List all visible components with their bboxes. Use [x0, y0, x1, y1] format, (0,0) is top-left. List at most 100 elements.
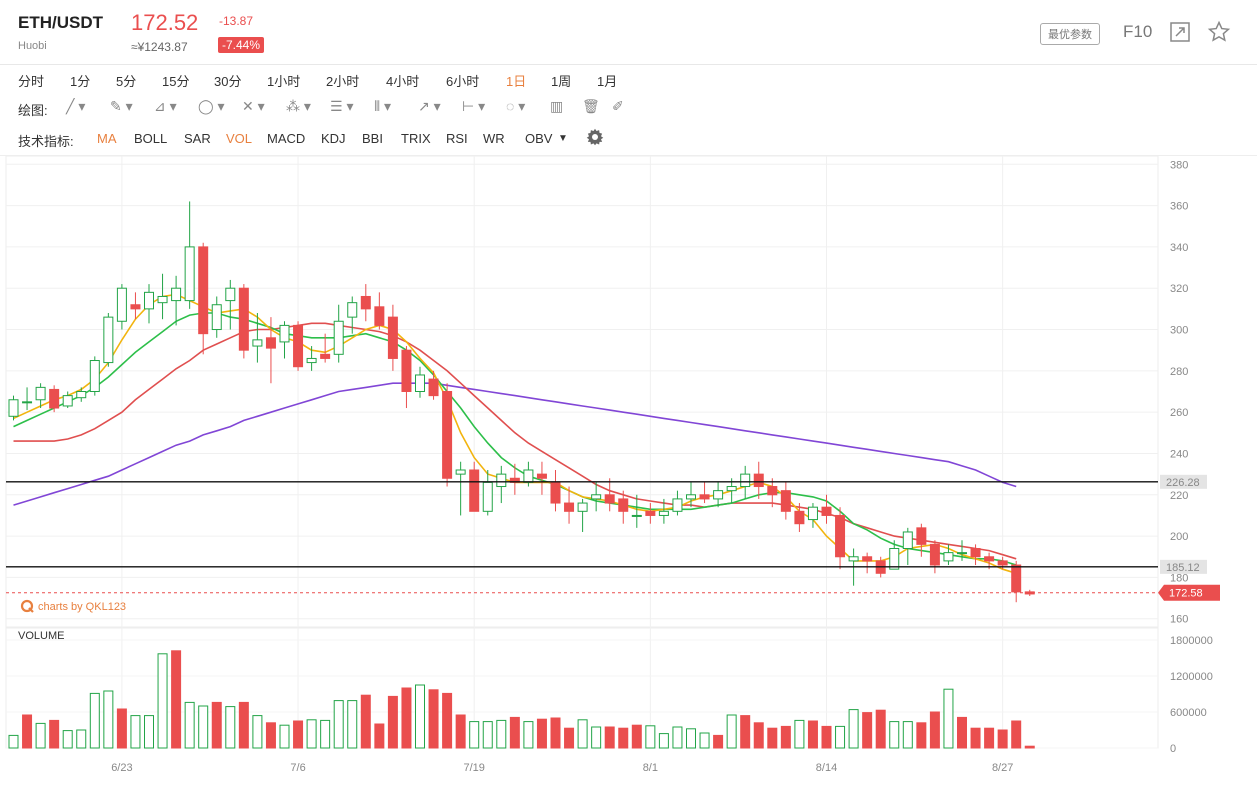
candle-body: [997, 560, 1008, 566]
brand-text: charts by QKL123: [38, 601, 127, 613]
price-tick-label: 300: [1170, 325, 1188, 337]
volume-tick-label: 1800000: [1170, 635, 1213, 647]
drawing-toolbar: 绘图: ╱ ▾ ✎ ▾ ⊿ ▾ ◯ ▾ ✕ ▾ ⁂ ▾ ☰ ▾ ⦀ ▾ ↗ ▾ ⊢ ▾ ◌ ▾ ▥ 🗑 ✐: [0, 98, 1257, 124]
candle: [767, 478, 778, 508]
text-list-tool-icon[interactable]: ☰ ▾: [330, 98, 354, 114]
volume-bar: [144, 715, 154, 749]
indicator-boll[interactable]: BOLL: [134, 131, 168, 146]
fullscreen-icon[interactable]: [1168, 20, 1192, 44]
candle: [591, 482, 602, 512]
circle-tool-icon[interactable]: ◯ ▾: [198, 98, 225, 114]
bars-tool-icon[interactable]: ⦀ ▾: [374, 98, 392, 114]
optimal-params-button[interactable]: 最优参数: [1040, 23, 1100, 45]
candle: [577, 498, 588, 532]
candle-body: [807, 506, 818, 521]
pattern-tool-icon[interactable]: ⁂ ▾: [286, 98, 311, 114]
indicator-macd[interactable]: MACD: [267, 131, 306, 146]
candle: [550, 470, 561, 512]
volume-bar: [713, 734, 724, 749]
triangle-tool-icon[interactable]: ⊿ ▾: [154, 98, 177, 114]
candle-body: [767, 486, 778, 496]
candle-body: [22, 401, 33, 404]
indicator-dropdown-icon[interactable]: ▼: [558, 133, 568, 144]
timeframe-5[interactable]: 1小时: [267, 74, 301, 89]
candle: [455, 461, 466, 516]
date-tick-label: 6/23: [111, 762, 132, 774]
volume-bar: [740, 715, 751, 749]
price-change: -13.87: [219, 14, 254, 28]
timeframe-8[interactable]: 6小时: [446, 74, 480, 89]
candle: [415, 366, 425, 398]
indicator-bbi[interactable]: BBI: [362, 131, 383, 146]
volume-bar: [89, 692, 100, 749]
candle-body: [347, 302, 358, 318]
candle-body: [293, 324, 304, 368]
candle: [835, 507, 846, 570]
volume-bar: [807, 720, 818, 749]
brush-icon[interactable]: ✐: [612, 98, 624, 114]
volume-bar: [62, 730, 73, 749]
pen-tool-icon[interactable]: ✎ ▾: [110, 98, 133, 114]
timeframe-11[interactable]: 1月: [597, 74, 618, 89]
level-label-bg: [1160, 474, 1207, 489]
candle: [198, 242, 209, 355]
indicator-vol[interactable]: VOL: [226, 131, 253, 146]
candle-body: [577, 502, 588, 512]
candle: [49, 385, 60, 413]
trash-icon[interactable]: 🗑: [582, 98, 600, 114]
candle-body: [862, 556, 873, 562]
cross-tool-icon[interactable]: ✕ ▾: [242, 98, 265, 114]
indicator-ma[interactable]: MA: [97, 131, 117, 146]
gear-icon[interactable]: [586, 128, 604, 146]
timeframe-2[interactable]: 5分: [116, 74, 137, 89]
candle-body: [604, 494, 615, 504]
arrow-tool-icon[interactable]: ↗ ▾: [418, 98, 441, 114]
measure-tool-icon[interactable]: ⊢ ▾: [462, 98, 486, 114]
candle-body: [171, 287, 182, 302]
candle-body: [916, 527, 927, 545]
comment-tool-icon[interactable]: ◌ ▾: [506, 98, 526, 114]
line-tool-icon[interactable]: ╱ ▾: [66, 98, 86, 114]
timeframe-3[interactable]: 15分: [162, 74, 190, 89]
candle: [265, 317, 276, 384]
candle: [374, 292, 385, 330]
indicator-rsi[interactable]: RSI: [446, 131, 468, 146]
candle-body: [157, 295, 168, 304]
f10-button[interactable]: F10: [1123, 22, 1153, 41]
candle: [347, 296, 358, 334]
indicator-trix[interactable]: TRIX: [401, 131, 431, 146]
candle-body: [469, 469, 480, 512]
volume-bar: [577, 719, 588, 749]
indicator-sar[interactable]: SAR: [184, 131, 211, 146]
indicator-wr[interactable]: WR: [483, 131, 505, 146]
candle-tool-icon[interactable]: ▥: [550, 98, 564, 114]
level-label: 185.12: [1166, 562, 1200, 574]
timeframe-4[interactable]: 30分: [214, 74, 242, 89]
candle: [116, 284, 127, 330]
candle-body: [957, 552, 967, 555]
volume-bar: [482, 721, 493, 749]
candle-body: [726, 486, 737, 492]
candle: [523, 461, 534, 487]
volume-bar: [726, 714, 737, 749]
star-icon[interactable]: [1207, 20, 1231, 44]
timeframe-7[interactable]: 4小时: [386, 74, 420, 89]
volume-bar: [604, 726, 615, 749]
indicator-kdj[interactable]: KDJ: [321, 131, 346, 146]
candle-body: [387, 316, 398, 359]
candle-body: [103, 316, 114, 364]
candle-body: [333, 320, 344, 355]
candle: [293, 321, 304, 371]
candle-body: [713, 490, 724, 500]
timeframe-6[interactable]: 2小时: [326, 74, 360, 89]
timeframe-10[interactable]: 1周: [551, 74, 572, 89]
timeframe-1[interactable]: 1分: [70, 74, 91, 89]
price-tick-label: 280: [1170, 366, 1188, 378]
timeframe-0[interactable]: 分时: [18, 74, 45, 89]
ma60-line: [13, 382, 1017, 506]
timeframe-9[interactable]: 1日: [506, 74, 527, 89]
indicator-obv[interactable]: OBV: [525, 131, 553, 146]
volume-bar: [889, 721, 900, 749]
candle: [401, 346, 412, 409]
